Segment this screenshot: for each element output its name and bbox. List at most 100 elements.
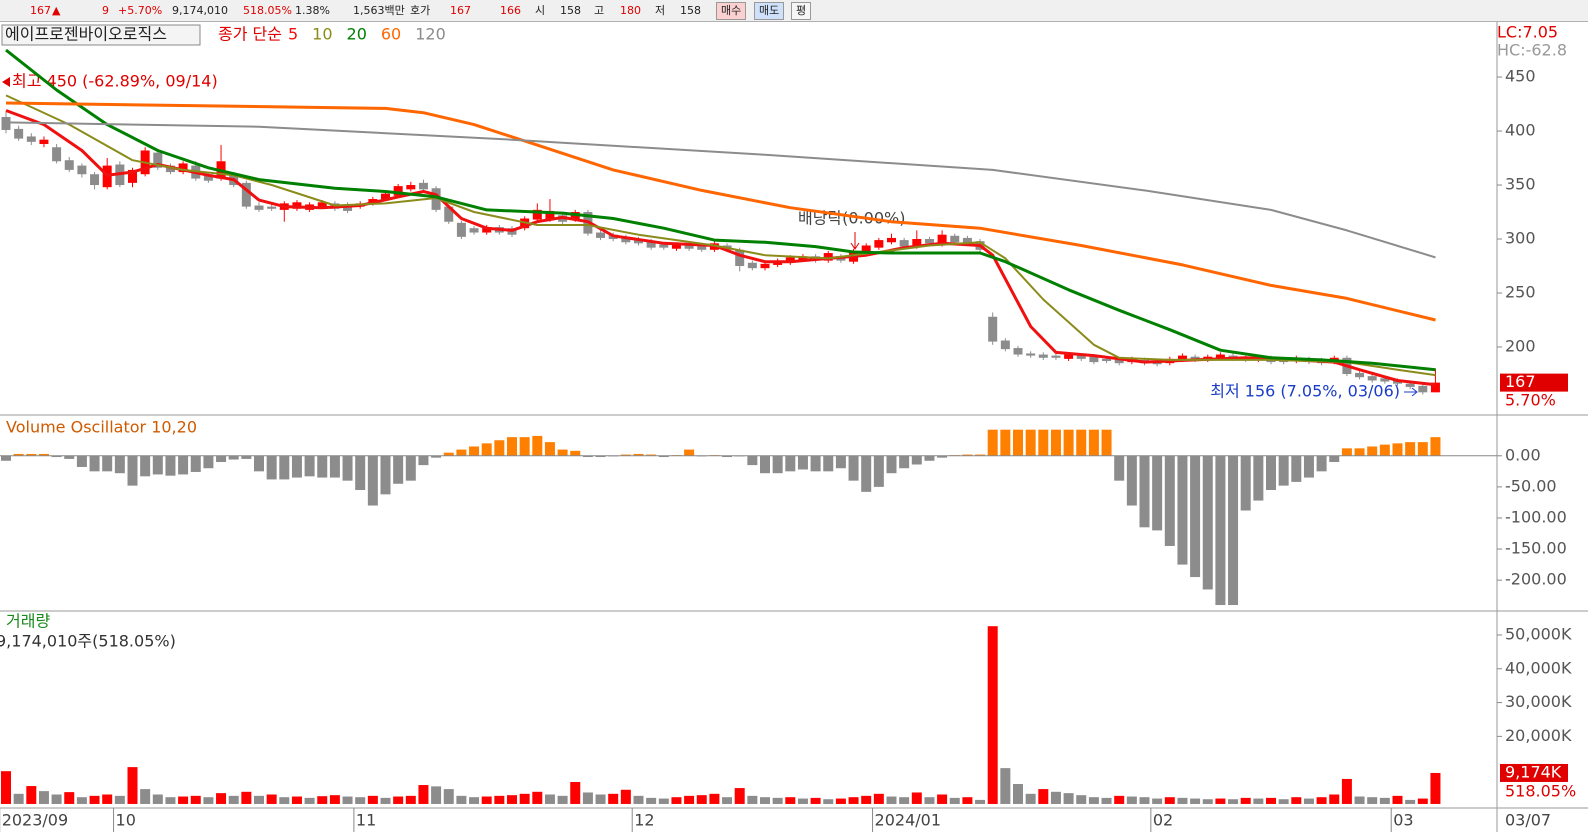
arrow xyxy=(1404,387,1418,397)
candle-body xyxy=(659,244,669,248)
bar xyxy=(1240,797,1251,804)
bar xyxy=(254,455,264,472)
candle-body xyxy=(431,188,441,210)
candle-body xyxy=(924,239,934,244)
bar xyxy=(848,797,859,804)
bar xyxy=(835,455,846,469)
bar xyxy=(772,797,783,804)
bar xyxy=(342,455,353,481)
candle-body xyxy=(153,152,163,168)
ma-line xyxy=(5,109,1436,387)
bar xyxy=(1228,799,1239,804)
bar xyxy=(89,795,100,804)
label: 고 xyxy=(594,4,605,17)
bar xyxy=(1329,455,1340,463)
bar xyxy=(595,794,606,804)
bar xyxy=(418,785,429,804)
amount: 1,563백만 xyxy=(353,4,405,17)
bar xyxy=(405,455,416,481)
bar xyxy=(38,791,49,804)
bar xyxy=(241,455,252,459)
bar xyxy=(861,455,872,492)
candle-body xyxy=(1064,354,1074,359)
bar xyxy=(431,786,442,804)
bar xyxy=(266,794,277,804)
bar xyxy=(152,794,163,804)
ma-line xyxy=(5,48,1436,372)
bar xyxy=(304,797,315,804)
bar xyxy=(393,796,404,804)
bar xyxy=(633,795,644,804)
bar xyxy=(1000,429,1011,456)
bar xyxy=(570,781,581,804)
bar xyxy=(785,455,796,472)
candle-body xyxy=(988,316,998,342)
bar xyxy=(51,794,62,804)
bar xyxy=(380,797,391,804)
title-box xyxy=(1,24,201,46)
bar xyxy=(405,795,416,804)
candle-body xyxy=(241,182,251,207)
bar xyxy=(1367,797,1378,804)
candle-body xyxy=(254,205,264,210)
bar xyxy=(1405,442,1416,456)
legend-entry: 5 xyxy=(288,25,298,44)
low: 158 xyxy=(680,4,701,17)
background xyxy=(0,22,1588,832)
candle-body xyxy=(203,174,213,181)
change: 9 xyxy=(102,4,109,17)
bar xyxy=(456,795,467,804)
candle-body xyxy=(1367,376,1377,381)
bar xyxy=(620,454,631,456)
bar xyxy=(1303,798,1314,804)
label: 저 xyxy=(655,4,666,17)
ask: 167 xyxy=(450,4,471,17)
candle-body xyxy=(128,169,137,183)
candle-body xyxy=(381,193,390,200)
candle-body xyxy=(634,239,643,244)
eval-button[interactable]: 평 xyxy=(791,2,812,20)
volume-change: 518.05% xyxy=(1505,782,1576,801)
candle-body xyxy=(823,253,833,261)
candle-body xyxy=(1114,359,1124,364)
bar xyxy=(367,795,378,804)
bar xyxy=(165,455,176,476)
y-tick-label: -150.00 xyxy=(1505,539,1567,558)
legend-entry: 10 xyxy=(312,25,332,44)
bar xyxy=(1025,793,1036,804)
bar xyxy=(1417,442,1428,456)
buy-button[interactable]: 매수 xyxy=(716,2,747,20)
bar xyxy=(1152,455,1163,531)
bar xyxy=(1139,455,1150,528)
bar xyxy=(899,797,910,804)
legend-entry: 60 xyxy=(381,25,401,44)
bar xyxy=(342,796,353,804)
sell-button[interactable]: 매도 xyxy=(754,2,785,20)
bar xyxy=(304,455,315,477)
bar xyxy=(608,793,619,804)
candle-body xyxy=(545,210,555,220)
bar xyxy=(1316,455,1327,472)
y-tick-label: -100.00 xyxy=(1505,507,1567,526)
candle-body xyxy=(1355,372,1365,378)
bar xyxy=(1240,455,1251,511)
y-tick-label: 450 xyxy=(1505,67,1536,86)
bar xyxy=(949,797,960,804)
bar xyxy=(1050,429,1061,456)
up-sign: ▲ xyxy=(52,4,61,17)
bar xyxy=(861,795,872,804)
candle-body xyxy=(469,228,479,233)
candle-body xyxy=(861,245,871,254)
bar xyxy=(507,437,517,456)
bar xyxy=(114,795,125,804)
bar xyxy=(1038,789,1049,804)
candle-body xyxy=(1076,355,1086,359)
bar xyxy=(26,786,37,804)
candle-body xyxy=(646,241,656,248)
bar xyxy=(140,789,151,804)
lc-label: LC:7.05 xyxy=(1497,23,1558,42)
candle-body xyxy=(621,236,631,243)
candle-body xyxy=(1000,340,1010,350)
bar xyxy=(1202,799,1213,804)
